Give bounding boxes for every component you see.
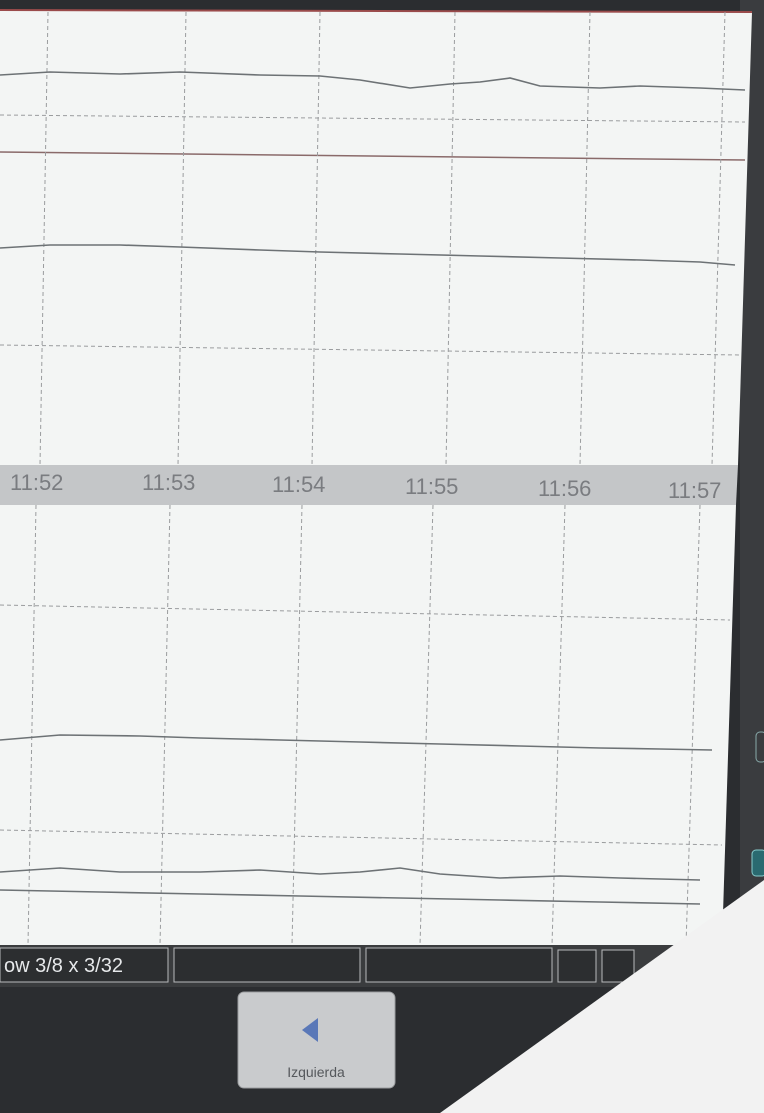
time-label: 11:57 — [668, 478, 721, 503]
button-label[interactable]: Izquierda — [287, 1064, 345, 1080]
channel-divider — [0, 151, 746, 161]
time-label: 11:56 — [538, 476, 591, 501]
time-bar — [0, 465, 738, 505]
grid-line — [0, 829, 723, 846]
grid-line — [39, 11, 49, 466]
top-panel — [0, 10, 752, 465]
left-button[interactable]: Izquierda — [237, 991, 396, 1089]
time-label: 11:54 — [272, 472, 325, 497]
time-label: 11:53 — [142, 470, 195, 495]
status-field — [173, 947, 361, 983]
trace — [0, 889, 701, 905]
top-grid — [0, 11, 746, 466]
status-field — [0, 947, 169, 983]
marker — [751, 849, 764, 877]
zoom-label: ow 3/8 x 3/32 — [4, 955, 123, 977]
trace — [0, 734, 713, 751]
grid-line — [0, 344, 741, 356]
grid-line — [0, 604, 731, 621]
grid-line — [177, 11, 187, 466]
grid-line — [445, 11, 456, 466]
status-icon — [601, 949, 635, 983]
grid-line — [311, 11, 321, 466]
marker — [755, 731, 764, 763]
bottom-panel — [0, 505, 736, 945]
grid-line — [0, 114, 746, 123]
arrow-icon — [302, 1018, 318, 1042]
grid-line — [711, 11, 726, 466]
trace — [0, 244, 736, 266]
paper-corner — [440, 880, 764, 1113]
grid-line — [27, 504, 37, 946]
trace — [0, 867, 701, 881]
grid-line — [579, 11, 591, 466]
time-label: 11:52 — [10, 470, 63, 495]
status-field — [365, 947, 553, 983]
trace — [0, 71, 746, 91]
status-icon — [557, 949, 597, 983]
time-label: 11:55 — [405, 474, 458, 499]
grid-line — [685, 504, 701, 946]
grid-line — [551, 504, 566, 946]
panel-border — [0, 9, 753, 13]
